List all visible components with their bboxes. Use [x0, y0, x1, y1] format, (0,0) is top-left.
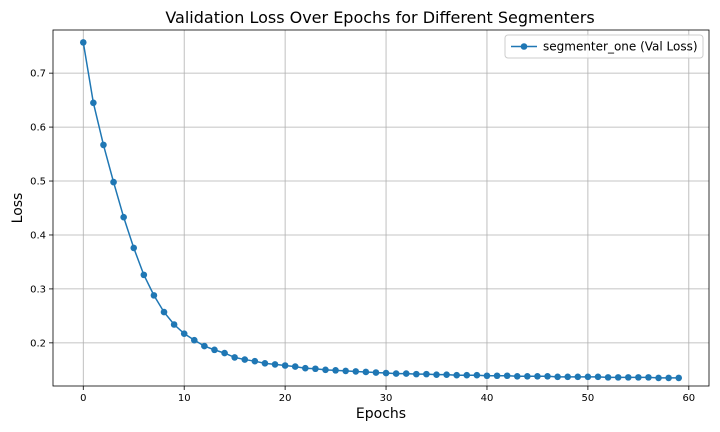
data-point	[271, 361, 279, 368]
data-point	[342, 367, 349, 375]
data-point	[130, 244, 138, 252]
data-point	[170, 321, 178, 328]
plot-frame	[52, 29, 710, 387]
legend-label: segmenter_one (Val Loss)	[543, 40, 698, 54]
data-point	[120, 213, 127, 221]
data-point	[453, 371, 460, 379]
data-point	[413, 370, 420, 378]
data-point	[534, 372, 541, 380]
data-point	[443, 371, 450, 378]
y-tick-label: 0.6	[30, 123, 46, 134]
data-point	[180, 330, 188, 337]
data-point	[483, 372, 491, 380]
x-tick-label: 50	[582, 393, 595, 404]
series-layer	[79, 39, 683, 382]
data-point	[554, 373, 561, 381]
legend-marker	[520, 43, 528, 50]
data-point	[190, 336, 198, 344]
data-point	[402, 370, 410, 377]
y-tick-label: 0.7	[30, 69, 46, 80]
data-point	[231, 354, 238, 361]
y-axis-title: Loss	[10, 193, 26, 224]
data-point	[574, 373, 582, 381]
data-point	[100, 141, 107, 149]
data-point	[645, 374, 652, 381]
data-point	[584, 373, 592, 381]
y-tick-label: 0.2	[30, 338, 46, 349]
data-point	[79, 39, 87, 46]
data-point	[160, 308, 168, 316]
x-tick-label: 40	[481, 393, 494, 404]
data-point	[352, 368, 360, 375]
data-point	[281, 362, 289, 369]
y-tick-label: 0.4	[30, 230, 46, 241]
data-point	[624, 374, 632, 381]
x-tick-label: 20	[279, 393, 292, 404]
data-point	[322, 366, 329, 374]
data-point	[302, 364, 309, 372]
axis-ticks: 0 10 20 30 40 50 60 0.2 0.3 0.4 0.5 0.6 0.7	[30, 69, 695, 404]
y-tick-label: 0.3	[30, 284, 46, 295]
x-tick-label: 10	[178, 393, 191, 404]
y-tick-label: 0.5	[30, 177, 46, 188]
data-point	[140, 271, 148, 279]
data-point	[221, 349, 228, 357]
data-point	[201, 342, 208, 350]
data-point	[110, 178, 117, 186]
x-tick-label: 30	[380, 393, 393, 404]
data-point	[362, 368, 370, 376]
data-point	[382, 369, 390, 377]
data-point	[524, 372, 531, 380]
data-point	[614, 374, 622, 381]
x-axis-title: Epochs	[356, 406, 406, 422]
data-point	[473, 371, 481, 379]
data-point	[544, 372, 551, 380]
data-point	[150, 292, 158, 299]
data-point	[423, 370, 430, 378]
data-point	[604, 374, 612, 381]
data-point	[675, 374, 683, 382]
data-point	[251, 357, 259, 365]
data-point	[503, 372, 511, 380]
data-point	[241, 356, 249, 363]
data-point	[312, 365, 319, 373]
data-point	[564, 373, 572, 381]
legend: segmenter_one (Val Loss)	[504, 34, 704, 59]
data-point	[211, 346, 218, 354]
data-point	[463, 371, 471, 379]
data-point	[635, 374, 642, 381]
data-point	[332, 367, 339, 374]
data-point	[513, 372, 521, 380]
chart-title: Validation Loss Over Epochs for Differen…	[165, 8, 594, 27]
grid	[53, 30, 709, 386]
x-tick-label: 60	[682, 393, 695, 404]
data-point	[594, 373, 602, 381]
data-point	[433, 371, 440, 378]
data-point	[261, 360, 269, 367]
data-point	[392, 370, 400, 377]
data-point	[655, 374, 662, 382]
data-point	[90, 99, 97, 107]
data-point	[372, 369, 380, 376]
x-tick-label: 0	[80, 393, 86, 404]
data-point	[291, 363, 299, 370]
legend-box	[504, 34, 704, 59]
data-point	[493, 372, 501, 380]
data-point	[665, 374, 672, 382]
